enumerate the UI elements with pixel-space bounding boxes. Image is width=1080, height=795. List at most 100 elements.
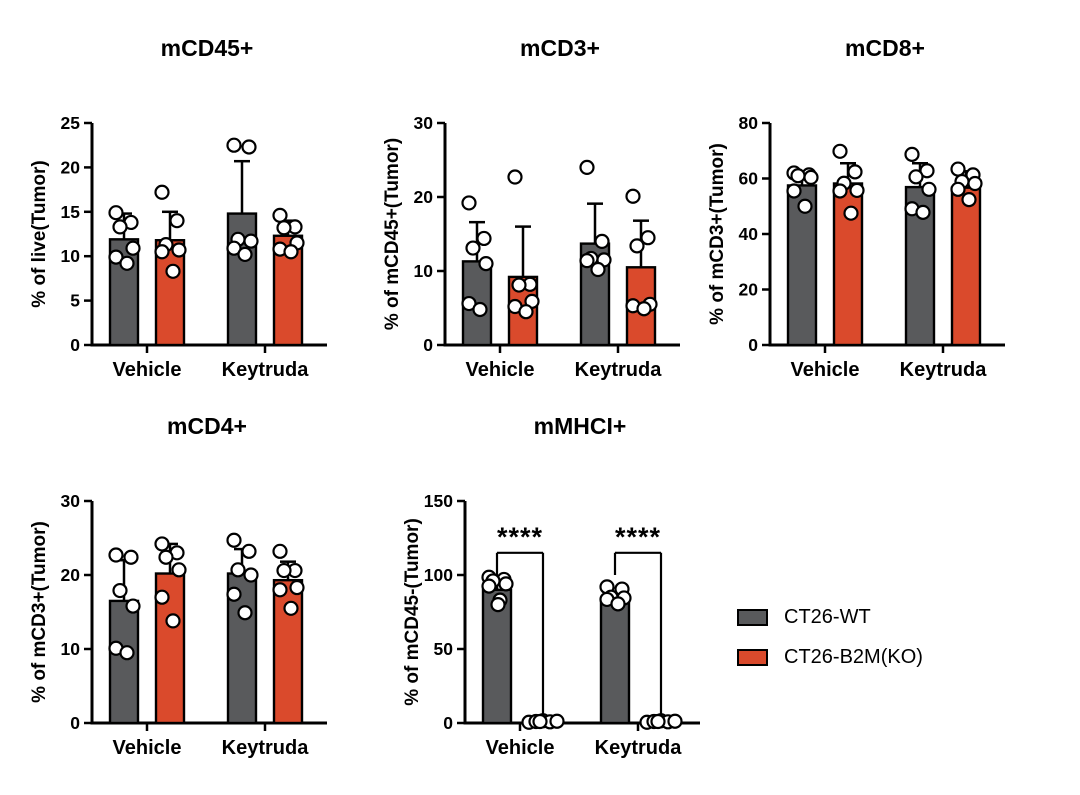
data-point bbox=[154, 184, 170, 200]
bar bbox=[599, 600, 631, 725]
chart-canvas: mCD3+ % of mCD45+(Tumor) 0 10 20 30 Vehicle Key… bbox=[382, 35, 680, 381]
data-point bbox=[610, 596, 626, 612]
data-point bbox=[165, 613, 181, 629]
data-point bbox=[476, 230, 492, 247]
data-point bbox=[461, 195, 477, 211]
data-point bbox=[590, 261, 606, 278]
data-point bbox=[125, 240, 141, 256]
significance-stars: **** bbox=[497, 522, 543, 552]
x-tick-label: Keytruda bbox=[900, 359, 988, 381]
y-tick-label: 10 bbox=[61, 639, 81, 659]
y-axis-label: % of mCD3+(Tumor) bbox=[707, 143, 728, 325]
data-point bbox=[532, 713, 548, 730]
data-point bbox=[226, 137, 242, 153]
data-point bbox=[803, 169, 819, 185]
chart-title: mCD3+ bbox=[520, 35, 600, 61]
data-point bbox=[171, 562, 187, 578]
data-point bbox=[667, 713, 683, 729]
legend: CT26-WT CT26-B2M(KO) bbox=[737, 602, 923, 672]
data-point bbox=[289, 579, 305, 596]
data-point bbox=[507, 169, 523, 185]
data-point bbox=[165, 263, 181, 279]
data-point bbox=[594, 233, 610, 249]
data-point bbox=[849, 182, 865, 199]
y-tick-label: 15 bbox=[61, 202, 81, 222]
y-tick-label: 20 bbox=[61, 157, 81, 177]
data-point bbox=[847, 164, 863, 180]
data-point bbox=[276, 220, 292, 236]
y-tick-label: 30 bbox=[61, 491, 81, 511]
x-tick-label: Vehicle bbox=[466, 359, 535, 381]
legend-label-ct26-wt: CT26-WT bbox=[784, 605, 871, 628]
data-point bbox=[241, 139, 257, 155]
bar bbox=[950, 186, 982, 347]
chart-canvas: mCD4+ % of mCD3+(Tumor) 0 10 20 30 Vehicle Keyt… bbox=[29, 413, 327, 759]
bar bbox=[108, 599, 140, 725]
data-point bbox=[243, 233, 259, 249]
chart-title: mMHCI+ bbox=[534, 413, 627, 439]
data-point bbox=[108, 249, 124, 265]
data-point bbox=[511, 277, 527, 293]
y-tick-label: 150 bbox=[424, 491, 453, 511]
data-point bbox=[579, 159, 595, 175]
data-point bbox=[490, 597, 506, 613]
data-point bbox=[478, 256, 494, 272]
y-tick-label: 0 bbox=[423, 335, 433, 355]
x-tick-label: Vehicle bbox=[486, 737, 555, 759]
data-point bbox=[108, 547, 124, 563]
data-point bbox=[112, 219, 128, 235]
data-point bbox=[276, 562, 292, 579]
data-point bbox=[283, 244, 299, 260]
y-tick-label: 20 bbox=[414, 187, 434, 207]
data-point bbox=[650, 713, 666, 730]
chart-canvas: mCD8+ % of mCD3+(Tumor) 0 20 40 60 80 Vehicle Ke… bbox=[707, 35, 1005, 381]
data-point bbox=[112, 582, 128, 599]
data-point bbox=[154, 244, 170, 260]
data-point bbox=[797, 198, 813, 214]
data-point bbox=[154, 589, 170, 605]
y-tick-label: 0 bbox=[748, 335, 758, 355]
y-tick-label: 0 bbox=[70, 713, 80, 733]
y-tick-label: 80 bbox=[739, 113, 759, 133]
y-axis-label: % of mCD45+(Tumor) bbox=[382, 138, 403, 330]
y-tick-label: 50 bbox=[434, 639, 454, 659]
x-tick-label: Keytruda bbox=[595, 737, 683, 759]
data-point bbox=[237, 246, 253, 263]
chart-mcd45: mCD45+ % of live(Tumor) 0 5 10 15 20 25 Vehicle K… bbox=[27, 8, 367, 398]
data-point bbox=[465, 240, 481, 256]
significance-stars: **** bbox=[615, 522, 661, 552]
data-point bbox=[921, 181, 937, 197]
data-point bbox=[125, 598, 141, 614]
legend-swatch-ct26-wt bbox=[737, 608, 768, 626]
y-tick-label: 20 bbox=[61, 565, 81, 585]
data-point bbox=[472, 301, 488, 318]
y-axis-label: % of mCD45-(Tumor) bbox=[402, 518, 423, 706]
data-point bbox=[272, 207, 288, 223]
data-point bbox=[832, 183, 848, 199]
y-tick-label: 0 bbox=[70, 335, 80, 355]
data-point bbox=[169, 213, 185, 229]
data-point bbox=[579, 253, 595, 269]
y-tick-label: 20 bbox=[739, 280, 759, 300]
chart-title: mCD4+ bbox=[167, 413, 247, 439]
x-tick-label: Vehicle bbox=[113, 359, 182, 381]
data-point bbox=[498, 576, 514, 592]
x-tick-label: Keytruda bbox=[575, 359, 663, 381]
data-point bbox=[786, 183, 802, 199]
data-point bbox=[518, 304, 534, 320]
chart-canvas: mMHCI+ % of mCD45-(Tumor) 0 50 100 150 Vehicle… bbox=[402, 413, 700, 759]
data-point bbox=[226, 240, 242, 256]
data-point bbox=[967, 175, 983, 192]
data-point bbox=[272, 582, 288, 598]
data-point bbox=[241, 543, 257, 559]
data-point bbox=[549, 713, 565, 729]
data-point bbox=[108, 205, 124, 221]
data-point bbox=[226, 532, 242, 548]
legend-swatch-ct26-b2m-ko bbox=[737, 648, 768, 666]
chart-title: mCD45+ bbox=[161, 35, 254, 61]
chart-mmhci: mMHCI+ % of mCD45-(Tumor) 0 50 100 150 Vehicle… bbox=[400, 386, 740, 776]
legend-item-ct26-wt: CT26-WT bbox=[737, 602, 923, 632]
y-tick-label: 100 bbox=[424, 565, 453, 585]
data-point bbox=[790, 168, 806, 184]
